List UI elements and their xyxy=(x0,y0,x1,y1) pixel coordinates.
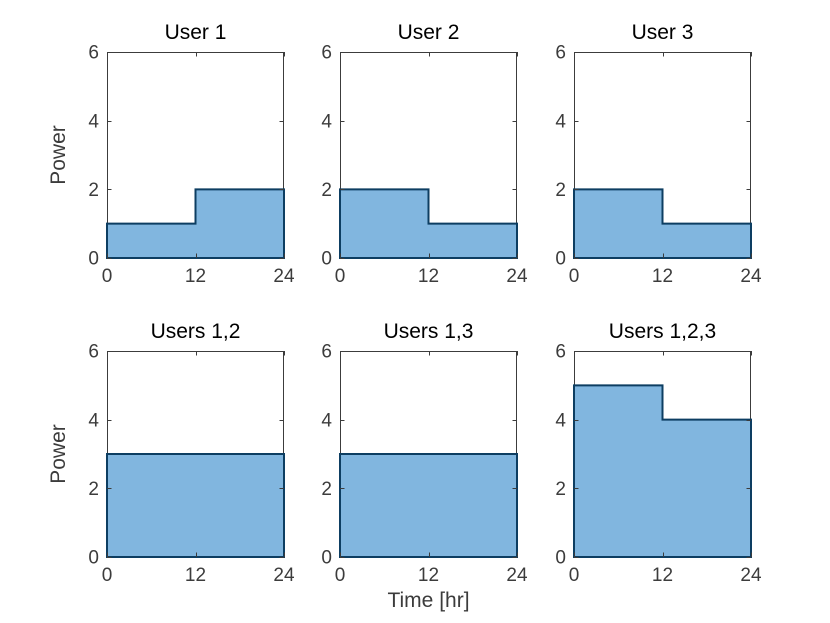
y-tick-label: 2 xyxy=(88,479,99,500)
x-tick-label: 0 xyxy=(102,565,113,586)
y-tick-label: 2 xyxy=(88,180,99,201)
y-tick-label: 4 xyxy=(88,410,99,431)
y-tick-label: 4 xyxy=(555,111,566,132)
y-tick-label: 2 xyxy=(321,479,332,500)
x-tick-label: 12 xyxy=(185,266,206,287)
y-tick-label: 0 xyxy=(555,249,566,270)
y-tick-label: 6 xyxy=(321,43,332,64)
x-tick-label: 24 xyxy=(506,266,528,287)
y-tick-label: 6 xyxy=(555,342,566,363)
y-tick-label: 6 xyxy=(321,342,332,363)
y-tick-label: 2 xyxy=(321,180,332,201)
y-tick-label: 6 xyxy=(88,342,99,363)
subplot-title: User 1 xyxy=(165,21,227,44)
y-tick-label: 4 xyxy=(321,111,332,132)
x-axis-label: Time [hr] xyxy=(387,589,469,612)
y-tick-label: 0 xyxy=(88,548,99,569)
y-tick-label: 0 xyxy=(555,548,566,569)
subplot-title: Users 1,2 xyxy=(151,320,241,343)
x-tick-label: 0 xyxy=(569,565,580,586)
subplot-title: User 2 xyxy=(398,21,460,44)
x-tick-label: 0 xyxy=(569,266,580,287)
y-tick-label: 2 xyxy=(555,479,566,500)
area-series xyxy=(339,453,518,558)
subplot-title: Users 1,2,3 xyxy=(609,320,716,343)
y-axis-label: Power xyxy=(47,424,70,484)
x-tick-label: 0 xyxy=(102,266,113,287)
area-series xyxy=(106,453,285,558)
subplot-title: Users 1,3 xyxy=(384,320,474,343)
y-axis-label: Power xyxy=(47,125,70,185)
y-tick-label: 6 xyxy=(88,43,99,64)
x-tick-label: 0 xyxy=(335,565,346,586)
x-tick-label: 12 xyxy=(652,266,673,287)
y-tick-label: 6 xyxy=(555,43,566,64)
x-tick-label: 24 xyxy=(273,266,295,287)
x-tick-label: 24 xyxy=(740,565,762,586)
x-tick-label: 12 xyxy=(185,565,206,586)
y-tick-label: 2 xyxy=(555,180,566,201)
x-tick-label: 24 xyxy=(273,565,295,586)
subplot-title: User 3 xyxy=(632,21,694,44)
y-tick-label: 4 xyxy=(321,410,332,431)
x-tick-label: 12 xyxy=(652,565,673,586)
x-tick-label: 24 xyxy=(740,266,762,287)
y-tick-label: 0 xyxy=(321,249,332,270)
x-tick-label: 24 xyxy=(506,565,528,586)
x-tick-label: 0 xyxy=(335,266,346,287)
y-tick-label: 0 xyxy=(321,548,332,569)
y-tick-label: 0 xyxy=(88,249,99,270)
x-tick-label: 12 xyxy=(418,565,439,586)
y-tick-label: 4 xyxy=(555,410,566,431)
x-tick-label: 12 xyxy=(418,266,439,287)
y-tick-label: 4 xyxy=(88,111,99,132)
